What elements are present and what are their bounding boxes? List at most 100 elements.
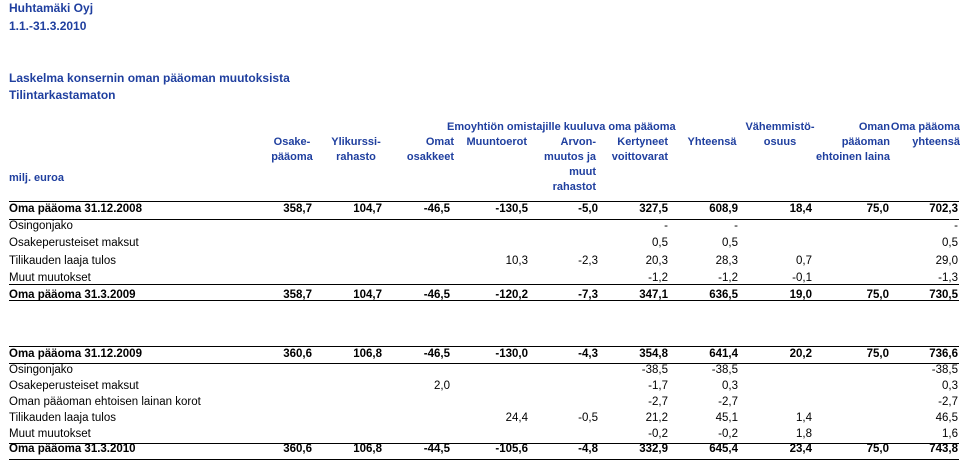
report-period: 1.1.-31.3.2010 [9,19,87,33]
cell-omat-osakkeet: -46,5 [423,289,450,301]
cell-omat-osakkeet: 2,0 [434,379,450,392]
table-row: Oma pääoma 31.12.2009 360,6 106,8 -46,5 -130… [9,348,959,364]
cell-kertyneet-voittovarat: - [664,220,668,233]
report-subtitle: Tilintarkastamaton [9,88,116,102]
block2-top-rule [9,346,959,347]
row-label: Tilikauden laaja tulos [9,254,116,267]
block1-first-row-rule [9,219,959,220]
col-header-muuntoerot: Muuntoerot [466,136,527,148]
cell-vahemmistoosuus: 19,0 [789,289,812,301]
cell-kertyneet-voittovarat: -38,5 [641,363,668,376]
row-label: Osingonjako [9,220,73,233]
cell-yhteensa: 28,3 [715,254,738,267]
cell-muuntoerot: 24,4 [505,411,528,424]
cell-kertyneet-voittovarat: 354,8 [639,348,668,360]
table-row: Osingonjako -38,5 -38,5 -38,5 [9,364,959,380]
cell-kertyneet-voittovarat: 0,5 [652,237,668,250]
cell-oma-paaoma-yhteensa: 702,3 [929,203,958,215]
table-row: Osakeperusteiset maksut 2,0 -1,7 0,3 0,3 [9,380,959,396]
cell-vahemmistoosuus: 18,4 [789,203,812,215]
cell-yhteensa: 608,9 [709,203,738,215]
cell-oma-paaoma-yhteensa: -38,5 [931,363,958,376]
row-label: Oma pääoma 31.3.2010 [9,443,136,456]
cell-oma-paaoma-yhteensa: 730,5 [929,289,958,301]
block1-last-row-rule [9,284,959,285]
cell-vahemmistoosuus: 23,4 [789,443,812,456]
cell-osakepaaoma: 358,7 [283,289,312,301]
row-label: Oma pääoma 31.12.2009 [9,348,142,360]
cell-ehtoinen-laina: 75,0 [866,443,889,456]
row-label: Oma pääoma 31.12.2008 [9,203,142,215]
cell-muuntoerot: -105,6 [495,443,528,456]
cell-arvonmuutos: -5,0 [578,203,598,215]
cell-kertyneet-voittovarat: -1,7 [648,379,668,392]
cell-oma-paaoma-yhteensa: 46,5 [935,411,958,424]
unit-label: milj. euroa [9,172,65,184]
cell-oma-paaoma-yhteensa: 743,8 [929,443,958,456]
report-title: Laskelma konsernin oman pääoman muutoksi… [9,71,290,85]
cell-omat-osakkeet: -44,5 [423,443,450,456]
col-header-ylikurssirahasto: Ylikurssi- rahasto [331,136,381,163]
cell-kertyneet-voittovarat: 347,1 [639,289,668,301]
cell-arvonmuutos: -7,3 [578,289,598,301]
cell-ehtoinen-laina: 75,0 [866,203,889,215]
cell-kertyneet-voittovarat: 327,5 [639,203,668,215]
table-row: Osingonjako - - - [9,220,959,236]
table-row: Tilikauden laaja tulos 10,3 -2,3 20,3 28,3 0,… [9,255,959,271]
cell-oma-paaoma-yhteensa: -2,7 [938,395,958,408]
cell-kertyneet-voittovarat: 332,9 [639,443,668,456]
cell-yhteensa: 0,5 [722,237,738,250]
cell-kertyneet-voittovarat: -2,7 [648,395,668,408]
table-row: Osakeperusteiset maksut 0,5 0,5 0,5 [9,237,959,253]
col-header-yhteensa: Yhteensä [687,136,737,148]
block1-bottom-rule [9,300,959,301]
cell-yhteensa: -1,2 [718,271,738,284]
cell-yhteensa: -38,5 [711,363,738,376]
col-header-osakepaaoma: Osake- pääoma [271,136,313,163]
cell-osakepaaoma: 360,6 [283,348,312,360]
group-header: Emoyhtiön omistajille kuuluva oma pääoma [447,121,676,133]
table-row: Oman pääoman ehtoisen lainan korot -2,7 -2… [9,396,959,412]
col-header-oman-paaoman-ehtoinen-laina: Oman pääoman ehtoinen laina [816,121,890,163]
cell-vahemmistoosuus: 0,7 [796,254,812,267]
cell-osakepaaoma: 358,7 [283,203,312,215]
cell-kertyneet-voittovarat: 21,2 [645,411,668,424]
cell-kertyneet-voittovarat: -0,2 [648,427,668,440]
cell-oma-paaoma-yhteensa: 0,5 [942,237,958,250]
row-label: Osingonjako [9,363,73,376]
company-name: Huhtamäki Oyj [9,1,94,15]
col-header-oma-paaoma-yhteensa: Oma pääoma yhteensä [890,121,960,148]
cell-muuntoerot: 10,3 [505,254,528,267]
cell-oma-paaoma-yhteensa: - [954,220,958,233]
cell-oma-paaoma-yhteensa: -1,3 [938,271,958,284]
table-row: Oma pääoma 31.3.2010 360,6 106,8 -44,5 -105,… [9,443,959,459]
cell-yhteensa: - [734,220,738,233]
cell-oma-paaoma-yhteensa: 0,3 [942,379,958,392]
cell-kertyneet-voittovarat: 20,3 [645,254,668,267]
cell-osakepaaoma: 360,6 [283,443,312,456]
cell-ylikurssirahasto: 106,8 [353,443,382,456]
cell-vahemmistoosuus: -0,1 [792,271,812,284]
cell-oma-paaoma-yhteensa: 1,6 [942,427,958,440]
block2-bottom-rule [9,459,959,460]
cell-ehtoinen-laina: 75,0 [866,289,889,301]
cell-arvonmuutos: -2,3 [578,254,598,267]
col-header-omat-osakkeet: Omat osakkeet [406,136,454,163]
cell-yhteensa: 0,3 [722,379,738,392]
cell-omat-osakkeet: -46,5 [423,203,450,215]
col-header-kertyneet-voittovarat: Kertyneet voittovarat [611,136,668,163]
block1-top-rule [9,201,959,202]
table-row: Tilikauden laaja tulos 24,4 -0,5 21,2 45,1 1,… [9,412,959,428]
cell-muuntoerot: -130,5 [495,203,528,215]
cell-muuntoerot: -120,2 [495,289,528,301]
cell-yhteensa: -2,7 [718,395,738,408]
row-label: Tilikauden laaja tulos [9,411,116,424]
row-label: Muut muutokset [9,271,91,284]
cell-yhteensa: 645,4 [709,443,738,456]
cell-vahemmistoosuus: 1,4 [796,411,812,424]
table-row: Muut muutokset -1,2 -1,2 -0,1 -1,3 [9,272,959,288]
block2-first-row-rule [9,363,959,364]
cell-oma-paaoma-yhteensa: 736,6 [929,348,958,360]
cell-omat-osakkeet: -46,5 [423,348,450,360]
table-row: Oma pääoma 31.12.2008 358,7 104,7 -46,5 -130… [9,203,959,219]
